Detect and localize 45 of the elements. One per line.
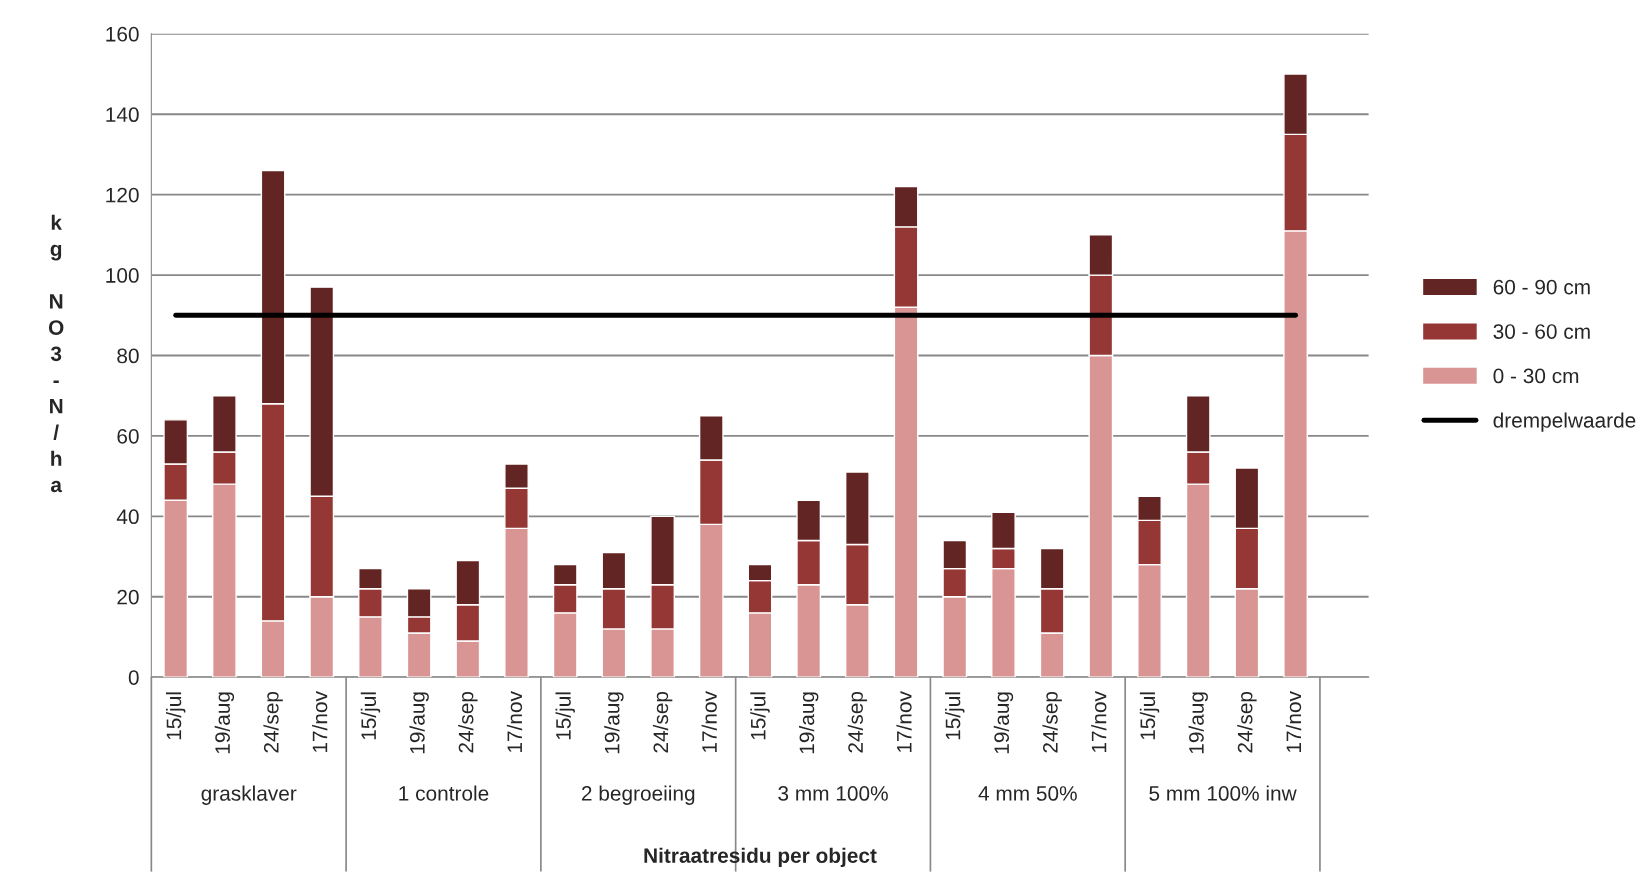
y-tick-label: 140 [106,107,139,123]
x-tick-label: 17/nov [701,691,717,753]
x-tick-label: 24/sep [263,691,283,753]
x-tick-label: 19/aug [993,692,1014,754]
legend-label: 60 - 90 cm [1493,279,1590,295]
y-tick-label: 60 [117,428,139,444]
legend-label: 30 - 60 cm [1493,324,1590,339]
y-tick-label: 160 [106,26,139,42]
x-tick-label: 17/nov [896,691,912,753]
x-tick-label: 15/jul [360,692,381,740]
x-tick-label: 15/jul [1139,692,1160,740]
x-tick-label: 19/aug [798,692,819,754]
text: 5 mm 100% inw [1149,785,1297,801]
text: 4 mm 50% [978,786,1077,801]
x-tick-label: 17/nov [312,691,328,753]
x-tick-label: 19/aug [604,692,624,754]
y-tick-label: 80 [117,348,139,364]
x-tick-label: 17/nov [1285,691,1302,753]
x-tick-label: 15/jul [750,692,770,740]
text: 1 controle [399,785,489,801]
x-tick-label: 17/nov [506,691,523,753]
text: 2 begroeiing [581,785,695,805]
x-tick-label: 24/sep [1042,691,1062,753]
text: kg NO3-N/ha [48,214,64,493]
x-tick-label: 24/sep [847,691,868,753]
legend-label: drempelwaarde [1493,412,1636,432]
x-tick-label: 15/jul [555,692,575,740]
x-tick-label: 19/aug [1188,692,1208,754]
x-tick-label: 24/sep [652,691,673,753]
y-tick-label: 40 [116,509,139,525]
x-tick-label: 19/aug [214,692,235,754]
y-tick-label: 20 [117,589,139,605]
text: 3 mm 100% [778,786,888,801]
y-tick-label: 120 [106,187,139,203]
x-tick-label: 15/jul [165,692,186,740]
legend-label: 0 - 30 cm [1493,368,1579,384]
x-tick-label: 17/nov [1091,691,1107,753]
y-tick-label: 100 [106,268,139,283]
x-tick-label: 24/sep [1237,691,1257,753]
x-axis-title: Nitraatresidu per object [644,847,877,868]
x-tick-label: 15/jul [945,692,965,740]
x-tick-label: 24/sep [458,691,478,753]
x-tick-label: 19/aug [409,692,429,754]
y-tick-label: 0 [128,670,139,685]
text: grasklaver [201,785,297,805]
